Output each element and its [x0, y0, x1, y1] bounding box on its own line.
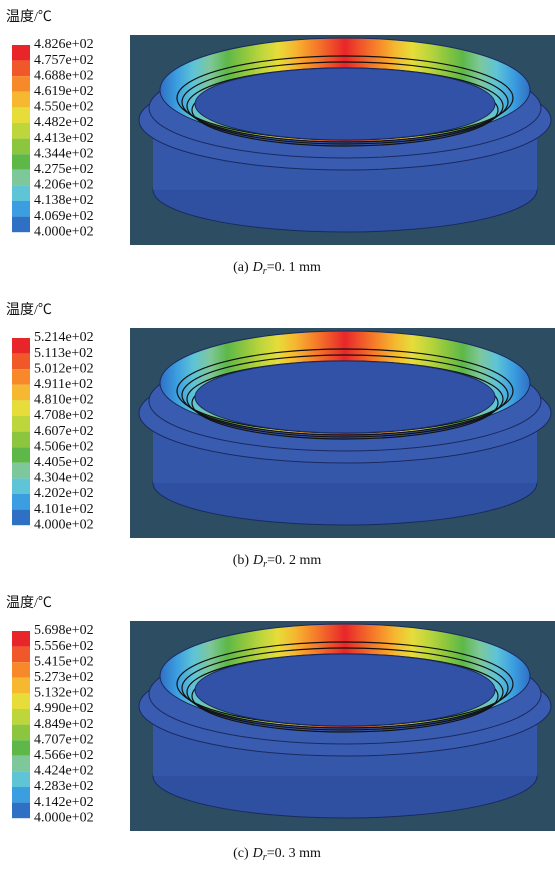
legend-swatch	[12, 354, 30, 370]
panel: 温度/℃ 4.826e+024.757e+024.688e+024.619e+02…	[6, 9, 555, 277]
figure: 温度/℃ 4.826e+024.757e+024.688e+024.619e+02…	[0, 0, 555, 879]
ring-render	[130, 35, 555, 245]
legend-swatch	[12, 709, 30, 725]
panel: 温度/℃ 5.214e+025.113e+025.012e+024.911e+02…	[6, 302, 555, 570]
legend-swatch	[12, 678, 30, 694]
caption: (c)Dr=0. 3 mm	[233, 846, 321, 863]
legend-label: 4.304e+02	[34, 471, 94, 486]
legend-swatch	[12, 432, 30, 448]
legend-label: 4.000e+02	[34, 517, 94, 532]
legend-label: 4.688e+02	[34, 68, 94, 83]
legend-swatch	[12, 201, 30, 217]
legend-swatch	[12, 61, 30, 77]
caption-value: =0. 2 mm	[267, 553, 321, 568]
legend-label: 4.506e+02	[34, 439, 94, 454]
legend-label: 4.826e+02	[34, 37, 94, 52]
legend-swatch	[12, 45, 30, 61]
legend-label: 5.012e+02	[34, 361, 94, 376]
legend-label: 4.000e+02	[34, 224, 94, 239]
legend-swatch	[12, 400, 30, 416]
legend-title: 温度/℃	[6, 302, 52, 318]
legend-label: 4.849e+02	[34, 717, 94, 732]
legend-label: 4.275e+02	[34, 162, 94, 177]
legend-swatch	[12, 740, 30, 756]
legend-swatch	[12, 478, 30, 494]
legend-label: 4.707e+02	[34, 732, 94, 747]
legend-swatch	[12, 92, 30, 108]
legend-swatch	[12, 123, 30, 139]
legend-swatch	[12, 338, 30, 354]
legend-label: 4.482e+02	[34, 115, 94, 130]
legend-swatch	[12, 369, 30, 385]
legend-swatch	[12, 107, 30, 123]
caption-value: =0. 3 mm	[267, 846, 321, 861]
legend-label: 4.142e+02	[34, 795, 94, 810]
legend-label: 4.138e+02	[34, 193, 94, 208]
legend-label: 4.000e+02	[34, 810, 94, 825]
legend-label: 5.132e+02	[34, 686, 94, 701]
panel: 温度/℃ 5.698e+025.556e+025.415e+025.273e+02…	[6, 595, 555, 863]
legend-swatch	[12, 154, 30, 170]
legend-swatch	[12, 76, 30, 92]
legend-swatch	[12, 217, 30, 233]
legend-label: 4.283e+02	[34, 779, 94, 794]
legend-swatch	[12, 170, 30, 186]
legend-label: 4.550e+02	[34, 100, 94, 115]
legend-swatch	[12, 185, 30, 201]
legend-label: 5.273e+02	[34, 670, 94, 685]
caption: (b)Dr=0. 2 mm	[233, 553, 322, 570]
legend-swatch	[12, 725, 30, 741]
legend-swatch	[12, 385, 30, 401]
legend-label: 4.069e+02	[34, 209, 94, 224]
legend-swatch	[12, 693, 30, 709]
caption-label: (a)	[233, 260, 249, 275]
caption-symbol: D	[252, 260, 263, 275]
legend-label: 4.810e+02	[34, 393, 94, 408]
legend-swatch	[12, 756, 30, 772]
legend-swatch	[12, 463, 30, 479]
legend-swatch	[12, 803, 30, 819]
legend-swatch	[12, 139, 30, 155]
legend-swatch	[12, 510, 30, 526]
ring-render	[130, 621, 555, 831]
legend-label: 5.415e+02	[34, 654, 94, 669]
legend-label: 4.566e+02	[34, 748, 94, 763]
legend-label: 4.405e+02	[34, 455, 94, 470]
legend-label: 5.113e+02	[34, 346, 93, 361]
legend-label: 4.344e+02	[34, 146, 94, 161]
legend-label: 4.206e+02	[34, 178, 94, 193]
legend-title: 温度/℃	[6, 9, 52, 25]
legend-label: 4.607e+02	[34, 424, 94, 439]
caption-value: =0. 1 mm	[267, 260, 321, 275]
legend-label: 5.214e+02	[34, 330, 94, 345]
legend-swatch	[12, 662, 30, 678]
ring-render	[130, 328, 555, 538]
legend-label: 4.202e+02	[34, 486, 94, 501]
legend-swatch	[12, 647, 30, 663]
caption-symbol: D	[252, 553, 263, 568]
caption: (a)Dr=0. 1 mm	[233, 260, 321, 277]
caption-symbol: D	[252, 846, 263, 861]
legend-swatch	[12, 771, 30, 787]
legend-swatch	[12, 416, 30, 432]
legend-swatch	[12, 631, 30, 647]
legend-label: 4.101e+02	[34, 502, 94, 517]
legend-label: 4.757e+02	[34, 53, 94, 68]
caption-label: (c)	[233, 846, 249, 861]
legend-title: 温度/℃	[6, 595, 52, 611]
legend-label: 4.911e+02	[34, 377, 93, 392]
legend-label: 4.413e+02	[34, 131, 94, 146]
legend-swatch	[12, 787, 30, 803]
legend-swatch	[12, 447, 30, 463]
legend-label: 4.708e+02	[34, 408, 94, 423]
legend-label: 4.619e+02	[34, 84, 94, 99]
legend-label: 5.556e+02	[34, 639, 94, 654]
caption-label: (b)	[233, 553, 250, 568]
legend-label: 5.698e+02	[34, 623, 94, 638]
legend-label: 4.990e+02	[34, 701, 94, 716]
legend-label: 4.424e+02	[34, 764, 94, 779]
legend-swatch	[12, 494, 30, 510]
